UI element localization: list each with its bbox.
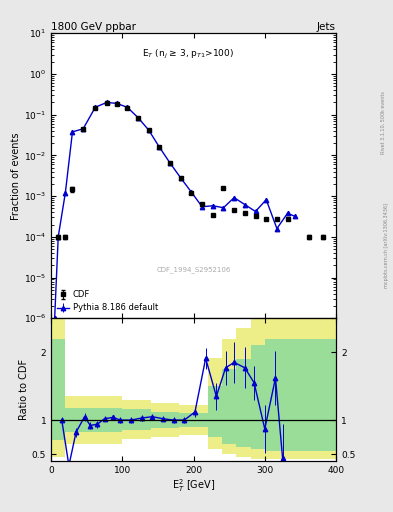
Y-axis label: Ratio to CDF: Ratio to CDF [19,359,29,420]
Y-axis label: Fraction of events: Fraction of events [11,132,21,220]
Text: 1800 GeV ppbar: 1800 GeV ppbar [51,22,136,32]
Text: E$_T$ (n$_j$ ≥ 3, p$_{T1}$>100): E$_T$ (n$_j$ ≥ 3, p$_{T1}$>100) [142,48,234,60]
X-axis label: E$_T^2$ [GeV]: E$_T^2$ [GeV] [172,477,215,494]
Text: Jets: Jets [317,22,336,32]
Text: Rivet 3.1.10, 500k events: Rivet 3.1.10, 500k events [380,92,386,154]
Text: mcplots.cern.ch [arXiv:1306.3436]: mcplots.cern.ch [arXiv:1306.3436] [384,203,389,288]
Legend: CDF, Pythia 8.186 default: CDF, Pythia 8.186 default [55,289,160,314]
Text: CDF_1994_S2952106: CDF_1994_S2952106 [156,266,231,273]
